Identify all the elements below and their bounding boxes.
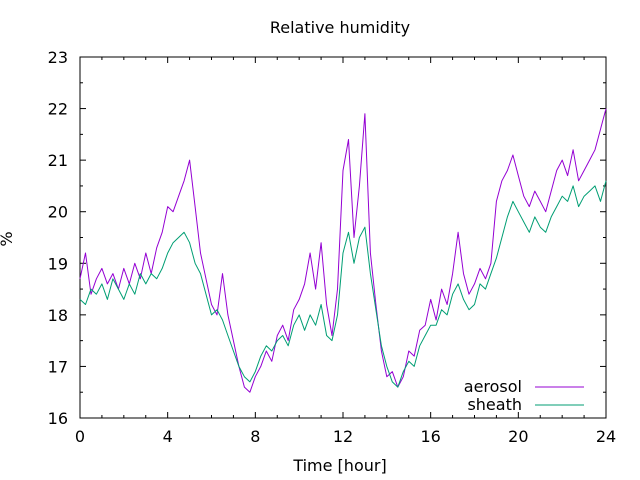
tick-layer: 0 4 8 12 16 20 24 16 17 18 19 20 21 22 23 (48, 48, 617, 446)
series-layer (79, 108, 607, 393)
x-tick-label: 24 (596, 427, 616, 446)
y-tick-label: 18 (48, 306, 68, 325)
x-tick-label: 12 (333, 427, 353, 446)
y-tick-label: 17 (48, 357, 68, 376)
chart-title: Relative humidity (270, 18, 410, 37)
y-tick-label: 20 (48, 203, 68, 222)
y-tick-label: 22 (48, 100, 68, 119)
legend-label-aerosol: aerosol (464, 377, 522, 396)
y-tick-label: 16 (48, 409, 68, 428)
x-tick-label: 16 (420, 427, 440, 446)
plot-frame (79, 56, 607, 419)
y-axis-label: % (0, 231, 16, 246)
x-tick-label: 20 (508, 427, 528, 446)
x-tick-label: 8 (250, 427, 260, 446)
y-tick-label: 19 (48, 254, 68, 273)
x-tick-label: 4 (163, 427, 173, 446)
y-tick-label: 21 (48, 151, 68, 170)
x-tick-label: 0 (75, 427, 85, 446)
y-tick-label: 23 (48, 48, 68, 67)
series-line-sheath (79, 180, 607, 388)
x-axis-label: Time [hour] (292, 456, 386, 475)
series-line-aerosol (79, 108, 607, 393)
legend-label-sheath: sheath (467, 395, 522, 414)
